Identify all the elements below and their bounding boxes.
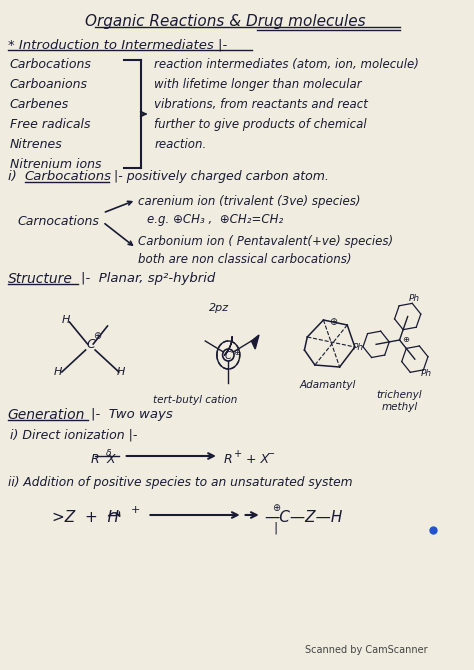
Text: —C—Z—H: —C—Z—H [264, 510, 343, 525]
Text: i) Direct ionization |-: i) Direct ionization |- [9, 428, 137, 441]
Text: Carbocations: Carbocations [9, 58, 91, 71]
Text: ⊕: ⊕ [402, 335, 410, 344]
Text: >Z  +  H: >Z + H [52, 510, 119, 525]
Text: Adamantyl: Adamantyl [300, 380, 356, 390]
Text: with lifetime longer than molecular: with lifetime longer than molecular [154, 78, 362, 91]
Text: Carbocations: Carbocations [25, 170, 112, 183]
Text: reaction intermediates (atom, ion, molecule): reaction intermediates (atom, ion, molec… [154, 58, 419, 71]
Polygon shape [251, 335, 259, 349]
Text: ⊕: ⊕ [272, 503, 280, 513]
Text: |-  Two ways: |- Two ways [91, 408, 173, 421]
Text: +: + [131, 505, 141, 515]
Text: |-  Planar, sp²-hybrid: |- Planar, sp²-hybrid [81, 272, 215, 285]
Text: + X: + X [242, 453, 269, 466]
Text: i): i) [8, 170, 20, 183]
Text: R: R [224, 453, 232, 466]
Text: −: − [267, 449, 275, 459]
Text: Carboanions: Carboanions [9, 78, 88, 91]
Text: carenium ion (trivalent (3ve) species): carenium ion (trivalent (3ve) species) [138, 195, 360, 208]
Text: R: R [91, 453, 100, 466]
Text: Structure: Structure [8, 272, 73, 286]
Text: C: C [86, 338, 95, 350]
Text: Carnocations: Carnocations [17, 215, 99, 228]
Text: +: + [234, 449, 242, 459]
Text: further to give products of chemical: further to give products of chemical [154, 118, 367, 131]
Text: vibrations, from reactants and react: vibrations, from reactants and react [154, 98, 368, 111]
Text: Carbonium ion ( Pentavalent(+ve) species): Carbonium ion ( Pentavalent(+ve) species… [138, 235, 393, 248]
Text: H: H [62, 315, 70, 325]
Text: Carbenes: Carbenes [9, 98, 69, 111]
Text: δ: δ [106, 449, 111, 458]
Text: Free radicals: Free radicals [9, 118, 90, 131]
Text: tert-butyl cation: tert-butyl cation [153, 395, 237, 405]
Text: H: H [54, 367, 62, 377]
Text: Ph: Ph [408, 294, 419, 303]
Text: Nitrenium ions: Nitrenium ions [9, 158, 101, 171]
Text: ⊕: ⊕ [329, 317, 337, 327]
Text: Generation: Generation [8, 408, 85, 422]
Text: trichenyl: trichenyl [377, 390, 422, 400]
Text: X: X [106, 453, 115, 466]
Text: ii) Addition of positive species to an unsaturated system: ii) Addition of positive species to an u… [8, 476, 352, 489]
Text: e.g. ⊕CH₃ ,  ⊕CH₂=CH₂: e.g. ⊕CH₃ , ⊕CH₂=CH₂ [147, 213, 284, 226]
Text: 2pz: 2pz [209, 303, 229, 313]
Text: * Introduction to Intermediates |-: * Introduction to Intermediates |- [8, 38, 227, 51]
Text: Ph: Ph [421, 369, 432, 378]
Text: Organic Reactions & Drug molecules: Organic Reactions & Drug molecules [85, 14, 366, 29]
Text: Ph: Ph [353, 343, 364, 352]
Text: |: | [274, 522, 278, 535]
Text: C: C [225, 351, 232, 361]
Text: reaction.: reaction. [154, 138, 206, 151]
Text: methyl: methyl [382, 402, 418, 412]
Text: Scanned by CamScanner: Scanned by CamScanner [305, 645, 428, 655]
Text: both are non classical carbocations): both are non classical carbocations) [138, 253, 351, 266]
Text: |- positively charged carbon atom.: |- positively charged carbon atom. [114, 170, 329, 183]
Text: ⊕: ⊕ [233, 348, 240, 357]
Text: Nitrenes: Nitrenes [9, 138, 62, 151]
Text: H: H [117, 367, 125, 377]
Text: ⊕: ⊕ [93, 331, 101, 341]
